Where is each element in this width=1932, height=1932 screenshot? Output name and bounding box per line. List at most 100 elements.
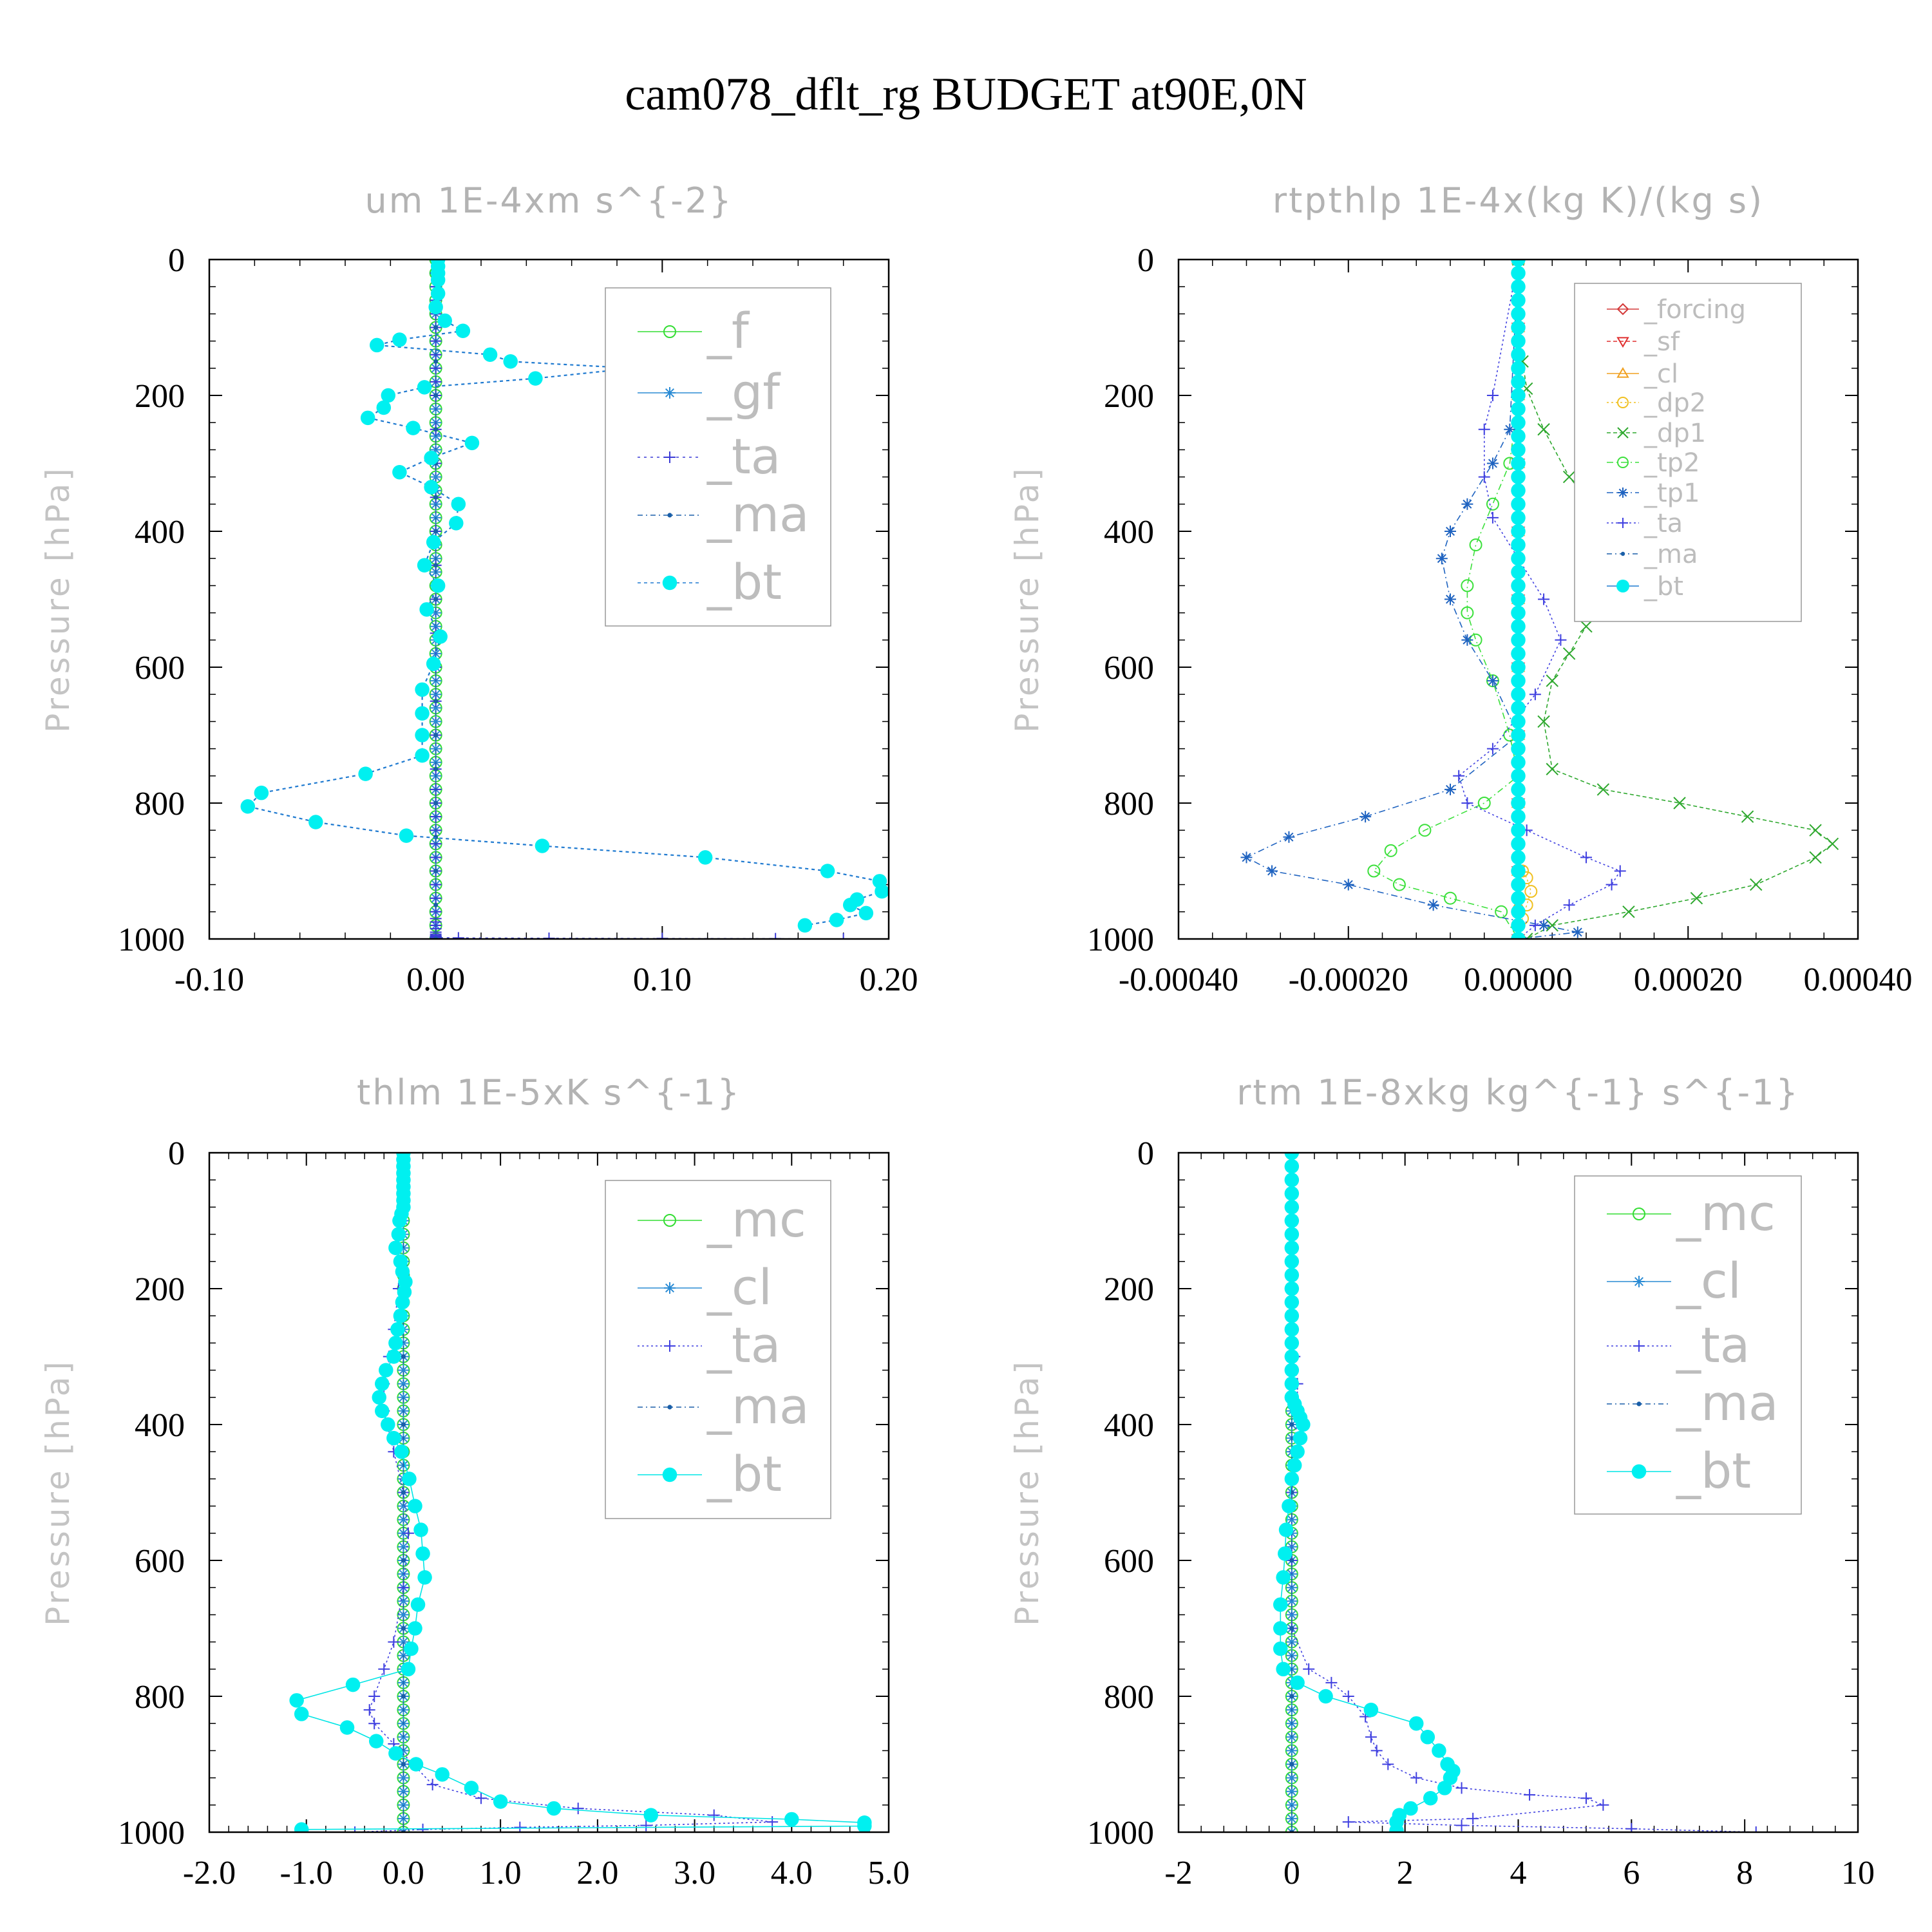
legend-marker <box>1631 1464 1647 1479</box>
data-point <box>289 1693 304 1708</box>
data-point <box>1504 423 1516 435</box>
y-tick-label: 800 <box>135 1679 185 1716</box>
data-point <box>766 1816 779 1828</box>
legend-marker <box>1617 427 1629 439</box>
data-point <box>1282 1499 1296 1513</box>
data-point <box>401 1490 406 1495</box>
data-point <box>449 516 464 531</box>
plot-frame <box>208 1151 890 1833</box>
legend-label: _bt <box>706 553 782 611</box>
series-ta <box>1453 260 1626 939</box>
data-point <box>1511 782 1526 797</box>
data-point <box>1511 837 1526 851</box>
data-point <box>397 1772 410 1784</box>
data-point <box>1342 878 1354 891</box>
data-point <box>1290 1444 1305 1459</box>
data-point <box>1511 551 1526 566</box>
data-point <box>1276 1570 1291 1585</box>
legend-box <box>1574 283 1802 622</box>
data-point <box>1444 593 1456 605</box>
legend-marker <box>1633 1208 1645 1220</box>
data-point <box>1625 1823 1638 1832</box>
data-point <box>1511 483 1526 498</box>
data-point <box>1511 510 1526 526</box>
data-point <box>1427 899 1439 911</box>
legend-label: _ma <box>1676 1374 1779 1432</box>
data-point <box>1289 1558 1294 1563</box>
data-point <box>410 1597 426 1612</box>
data-point <box>1511 334 1526 348</box>
x-tick-label: -2 <box>1164 1855 1192 1891</box>
data-point <box>397 1513 410 1526</box>
data-point <box>417 1823 429 1832</box>
minor-ticks <box>1179 1153 1858 1832</box>
x-tick-label: 0.0 <box>383 1855 424 1891</box>
data-point <box>1444 783 1456 795</box>
data-point <box>1284 1376 1300 1391</box>
x-tick-label: -0.10 <box>175 961 244 998</box>
data-point <box>430 715 442 728</box>
data-point <box>1809 824 1822 837</box>
data-point <box>415 682 430 697</box>
data-point <box>1511 401 1526 417</box>
legend-marker <box>1618 488 1628 498</box>
data-point <box>1580 620 1593 633</box>
data-point <box>640 1819 652 1832</box>
data-point <box>455 323 471 339</box>
data-point <box>1511 877 1526 892</box>
data-point <box>1453 770 1465 782</box>
data-point <box>397 1540 410 1553</box>
data-point <box>426 1779 439 1791</box>
data-point <box>395 1294 410 1310</box>
data-point <box>408 1757 424 1772</box>
data-point <box>1511 260 1526 267</box>
legend-box <box>1574 1175 1802 1515</box>
legend-marker <box>1616 367 1629 378</box>
data-point <box>1289 1625 1294 1631</box>
data-point <box>394 1444 409 1459</box>
data-point <box>1285 1772 1298 1784</box>
y-tick-label: 0 <box>1137 242 1154 279</box>
series-line <box>246 260 883 926</box>
data-point <box>708 1809 720 1821</box>
data-point <box>1562 470 1576 484</box>
data-point <box>433 766 439 772</box>
data-point <box>417 558 432 573</box>
data-point <box>378 1663 390 1675</box>
data-point <box>375 1376 390 1391</box>
data-point <box>430 286 446 301</box>
data-point <box>857 1819 872 1832</box>
data-point <box>369 337 384 353</box>
series-ma <box>401 1153 406 1832</box>
data-point <box>1240 851 1253 864</box>
data-point <box>1478 471 1490 483</box>
data-point <box>430 578 446 593</box>
legend-label: _dp1 <box>1643 419 1706 448</box>
data-point <box>1622 905 1635 918</box>
data-point <box>1284 1336 1300 1350</box>
x-tick-label: 2.0 <box>576 1855 618 1891</box>
data-point <box>368 1718 381 1730</box>
series-tp1 <box>1240 260 1584 939</box>
data-point <box>1809 851 1822 864</box>
data-point <box>1520 871 1533 885</box>
panel-title: rtpthlp 1E-4x(kg K)/(kg s) <box>1273 180 1764 221</box>
data-point <box>1363 1702 1379 1718</box>
data-point <box>1673 797 1686 810</box>
data-point <box>1461 634 1473 646</box>
data-point <box>1284 1213 1300 1228</box>
data-point <box>415 748 430 763</box>
data-point <box>433 868 439 874</box>
data-point <box>1511 415 1526 430</box>
data-point <box>397 1500 410 1512</box>
data-point <box>1293 1430 1308 1446</box>
x-tick-label: 0.00 <box>406 961 465 998</box>
data-point <box>829 913 844 927</box>
y-axis-label: Pressure [hPa] <box>39 466 77 733</box>
data-point <box>1511 918 1526 933</box>
data-point <box>1285 1745 1298 1757</box>
data-point <box>339 1720 355 1735</box>
y-tick-label: 200 <box>135 378 185 415</box>
data-point <box>1284 1254 1300 1269</box>
